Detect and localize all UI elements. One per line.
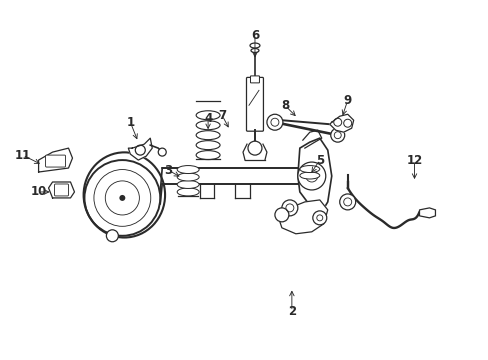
Ellipse shape: [177, 188, 199, 196]
Ellipse shape: [196, 150, 220, 159]
Ellipse shape: [177, 173, 199, 181]
Ellipse shape: [196, 131, 220, 140]
Circle shape: [274, 208, 288, 222]
Text: 4: 4: [203, 112, 212, 125]
Ellipse shape: [196, 121, 220, 130]
Circle shape: [330, 128, 344, 142]
Circle shape: [312, 211, 326, 225]
FancyBboxPatch shape: [246, 77, 263, 131]
Ellipse shape: [177, 166, 199, 174]
Ellipse shape: [177, 180, 199, 189]
FancyBboxPatch shape: [250, 76, 259, 83]
Text: 3: 3: [164, 163, 172, 176]
Ellipse shape: [299, 166, 319, 172]
Text: 12: 12: [406, 154, 422, 167]
Polygon shape: [277, 200, 327, 234]
Polygon shape: [48, 182, 74, 198]
Ellipse shape: [299, 179, 319, 185]
Text: 1: 1: [126, 116, 134, 129]
Polygon shape: [419, 208, 435, 218]
Ellipse shape: [196, 141, 220, 150]
Text: 6: 6: [250, 29, 259, 42]
Text: 11: 11: [15, 149, 31, 162]
Text: 10: 10: [30, 185, 47, 198]
Text: 9: 9: [343, 94, 351, 107]
Circle shape: [247, 141, 262, 155]
Polygon shape: [297, 138, 331, 212]
Circle shape: [339, 194, 355, 210]
FancyBboxPatch shape: [55, 184, 68, 196]
Circle shape: [266, 114, 283, 130]
Polygon shape: [39, 148, 72, 172]
Text: 2: 2: [287, 305, 295, 318]
Text: 5: 5: [315, 154, 323, 167]
Circle shape: [158, 148, 166, 156]
Circle shape: [84, 160, 160, 236]
Ellipse shape: [83, 152, 165, 238]
Text: 8: 8: [280, 99, 288, 112]
Circle shape: [297, 162, 325, 190]
Polygon shape: [128, 138, 152, 160]
Circle shape: [106, 230, 118, 242]
Circle shape: [281, 200, 297, 216]
Text: 7: 7: [218, 109, 225, 122]
Ellipse shape: [250, 49, 259, 53]
Ellipse shape: [196, 111, 220, 120]
Ellipse shape: [249, 43, 260, 48]
FancyBboxPatch shape: [45, 155, 65, 167]
Circle shape: [119, 195, 125, 201]
Polygon shape: [329, 114, 353, 132]
Ellipse shape: [299, 172, 319, 179]
